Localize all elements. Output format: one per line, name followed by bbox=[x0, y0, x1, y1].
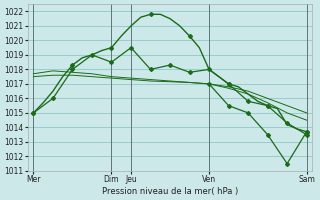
X-axis label: Pression niveau de la mer( hPa ): Pression niveau de la mer( hPa ) bbox=[102, 187, 238, 196]
